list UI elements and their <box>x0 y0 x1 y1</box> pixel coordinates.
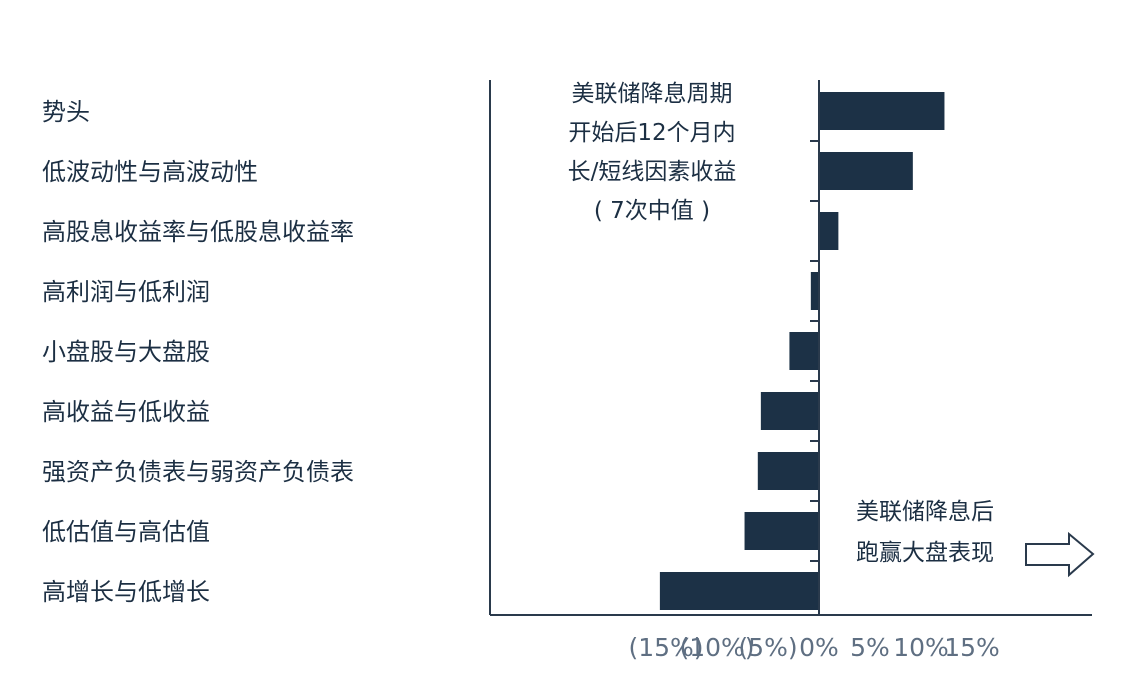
right-annotation-line: 美联储降息后 <box>856 499 994 525</box>
bar <box>810 272 819 310</box>
category-label: 强资产负债表与弱资产负债表 <box>42 458 354 486</box>
x-tick-labels: (15%)(10%)(5%) 0% 5% 10%15% <box>628 633 999 662</box>
category-label: 高股息收益率与低股息收益率 <box>42 218 354 246</box>
top-annotation-line: 美联储降息周期 <box>572 81 733 107</box>
category-label: 高增长与低增长 <box>42 578 210 606</box>
category-label: 高利润与低利润 <box>42 278 210 306</box>
category-label: 低波动性与高波动性 <box>42 158 258 186</box>
bar <box>819 92 945 130</box>
bar <box>659 572 819 610</box>
bars <box>659 92 945 610</box>
x-tick-label: (15%) <box>628 633 703 662</box>
axes <box>489 80 1092 616</box>
x-tick-label: 5% <box>850 633 890 662</box>
bar <box>819 212 839 250</box>
category-label: 小盘股与大盘股 <box>42 338 210 366</box>
bar <box>757 452 819 490</box>
bar <box>744 512 819 550</box>
right-annotation-line: 跑赢大盘表现 <box>856 540 994 566</box>
category-label: 高收益与低收益 <box>42 398 210 426</box>
x-tick-label: (10%) <box>679 633 754 662</box>
top-annotation-line: 开始后12个月内 <box>568 120 735 146</box>
x-tick-label: (5%) <box>738 633 797 662</box>
category-labels: 势头低波动性与高波动性高股息收益率与低股息收益率高利润与低利润小盘股与大盘股高收… <box>42 98 354 606</box>
x-tick-label: 0% <box>799 633 839 662</box>
x-tick-label: 15% <box>944 633 1000 662</box>
bar <box>789 332 819 370</box>
right-arrow-icon <box>1025 531 1095 578</box>
top-annotation-line: 长/短线因素收益 <box>568 159 737 185</box>
bar <box>760 392 819 430</box>
category-label: 低估值与高估值 <box>42 518 210 546</box>
top-annotation-line: ( 7次中值 ) <box>594 198 710 224</box>
category-label: 势头 <box>42 98 90 126</box>
x-tick-label: 10% <box>893 633 949 662</box>
bar <box>819 152 913 190</box>
